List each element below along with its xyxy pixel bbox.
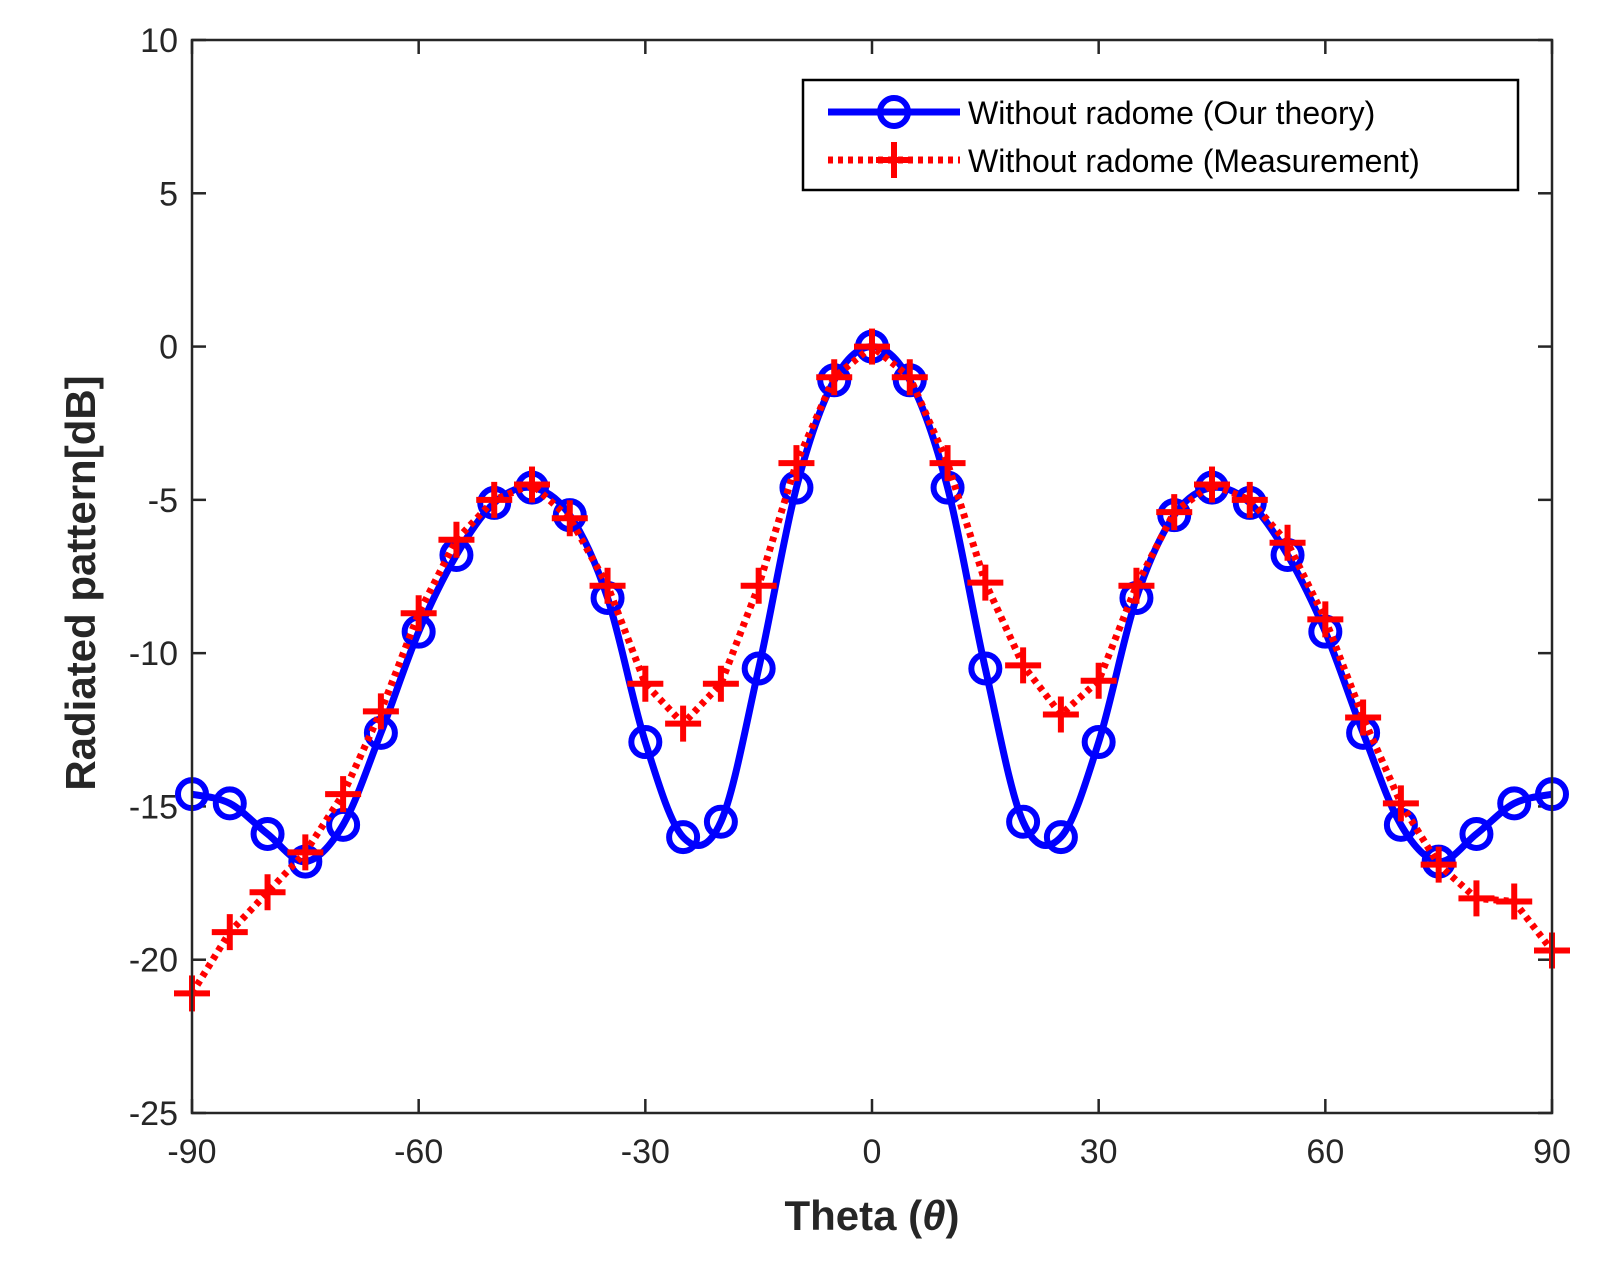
measurement-point	[211, 914, 248, 951]
measurement-point	[627, 665, 664, 702]
measurement-point	[740, 567, 777, 604]
measurement-point	[249, 874, 286, 911]
measurement-point	[362, 693, 399, 730]
measurement-point	[1345, 699, 1382, 736]
y-tick-label: 10	[140, 22, 178, 60]
measurement-point	[1118, 567, 1155, 604]
legend-theory-label: Without radome (Our theory)	[968, 95, 1375, 131]
measurement-point	[702, 665, 739, 702]
measurement-point	[589, 567, 626, 604]
y-tick-label: -15	[129, 788, 178, 826]
measurement-point	[665, 705, 702, 742]
measurement-point	[1496, 883, 1533, 920]
plot-area	[192, 40, 1552, 1113]
legend-theory-marker	[877, 95, 911, 129]
y-tick-label: -5	[148, 482, 178, 520]
legend-measurement-marker	[876, 142, 912, 178]
theory-point	[1006, 804, 1041, 839]
theory-point	[212, 786, 247, 821]
measurement-point	[476, 481, 513, 518]
measurement-point	[1080, 662, 1117, 699]
measurement-point	[891, 359, 928, 396]
legend-box	[801, 78, 1520, 192]
x-tick-label: 60	[1306, 1133, 1344, 1171]
measurement-point	[816, 359, 853, 396]
theory-point	[703, 804, 738, 839]
measurement-point	[1156, 494, 1193, 531]
measurement-point	[929, 445, 966, 482]
measurement-point	[287, 834, 324, 871]
theory-point	[1459, 817, 1494, 852]
measurement-point	[1042, 696, 1079, 733]
y-tick-label: -25	[129, 1095, 178, 1133]
measurement-point	[1194, 466, 1230, 503]
plot-frame	[190, 38, 1554, 1115]
theory-point	[1081, 725, 1116, 760]
measurement-point	[1269, 524, 1306, 561]
series	[174, 328, 1570, 1012]
measurement-point	[967, 564, 1004, 601]
measurement-point	[1458, 880, 1495, 917]
measurement-point	[1420, 846, 1457, 883]
theory-point	[1497, 786, 1532, 821]
measurement-point	[551, 500, 588, 537]
x-tick-label: 90	[1533, 1133, 1571, 1171]
measurement-point	[1005, 647, 1042, 684]
x-tick-label: 0	[863, 1133, 882, 1171]
series-measurement	[174, 328, 1570, 1012]
measurement-point	[1307, 601, 1344, 638]
theory-point	[968, 651, 1003, 686]
measurement-point	[1382, 785, 1419, 822]
legend-measurement-label: Without radome (Measurement)	[968, 143, 1420, 179]
measurement-point	[438, 521, 475, 558]
theory-point	[666, 820, 701, 855]
measurement-point	[854, 328, 890, 365]
theory-point	[250, 817, 285, 852]
y-tick-label: 5	[159, 175, 178, 213]
y-axis-title: Radiated pattern[dB]	[57, 375, 104, 790]
x-tick-label: -30	[621, 1133, 670, 1171]
measurement-point	[778, 445, 815, 482]
x-tick-label: -60	[394, 1133, 443, 1171]
x-tick-label: 30	[1080, 1133, 1118, 1171]
measurement-point	[325, 776, 362, 813]
legend: Without radome (Our theory) Without rado…	[801, 78, 1520, 192]
theory-point	[628, 725, 663, 760]
y-tick-label: -20	[129, 942, 178, 980]
y-tick-label: -10	[129, 635, 178, 673]
x-axis-theta-symbol: θ	[922, 1192, 945, 1239]
y-tick-label: 0	[159, 329, 178, 367]
measurement-point	[400, 595, 437, 632]
measurement-point	[1231, 481, 1268, 518]
theory-point	[741, 651, 776, 686]
measurement-point	[514, 466, 550, 503]
tick-labels: -90 -60 -30 0 30 60 90 10 5 0 -5 -10 -15 -20 -25	[129, 22, 1571, 1171]
x-axis-title: Theta (θ)	[784, 1192, 959, 1239]
x-tick-label: -90	[167, 1133, 216, 1171]
theory-point	[1043, 820, 1078, 855]
